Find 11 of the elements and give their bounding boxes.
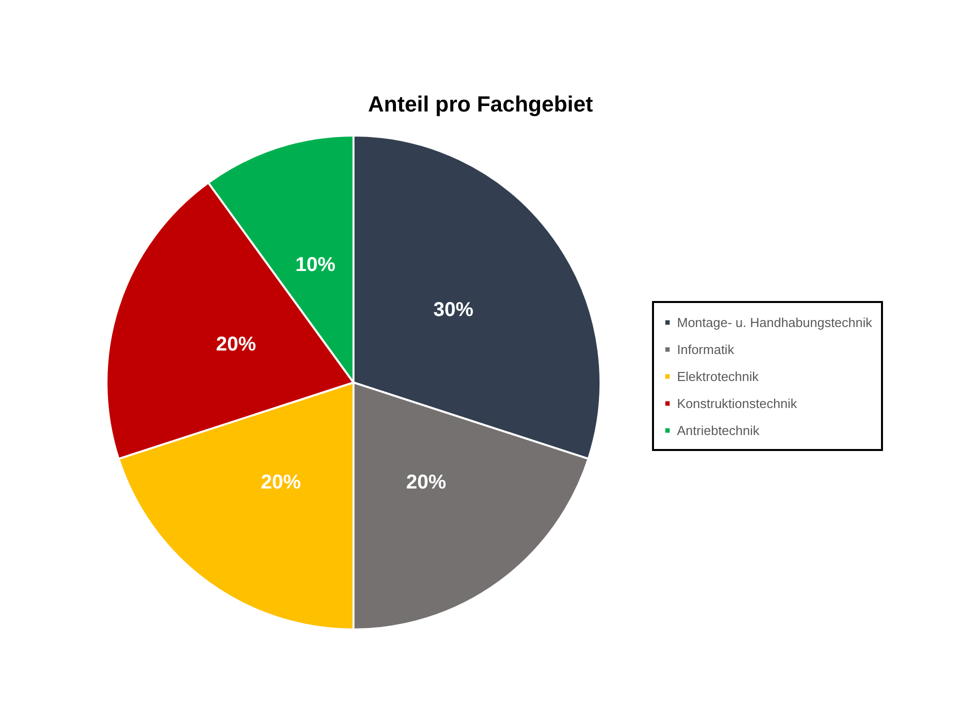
data-label: 10% (295, 254, 336, 276)
data-label: 20% (216, 333, 256, 356)
chart-title: Anteil pro Fachgebiet (368, 92, 594, 116)
data-label: 30% (433, 298, 474, 321)
legend-label: Montage- u. Handhabungstechnik (677, 314, 872, 332)
legend-label: Elektrotechnik (677, 368, 759, 386)
legend-label: Antriebtechnik (677, 422, 760, 440)
legend-label: Konstruktionstechnik (677, 394, 797, 412)
data-label: 20% (260, 471, 302, 494)
legend-label: Informatik (677, 340, 734, 358)
data-label: 20% (406, 471, 446, 494)
